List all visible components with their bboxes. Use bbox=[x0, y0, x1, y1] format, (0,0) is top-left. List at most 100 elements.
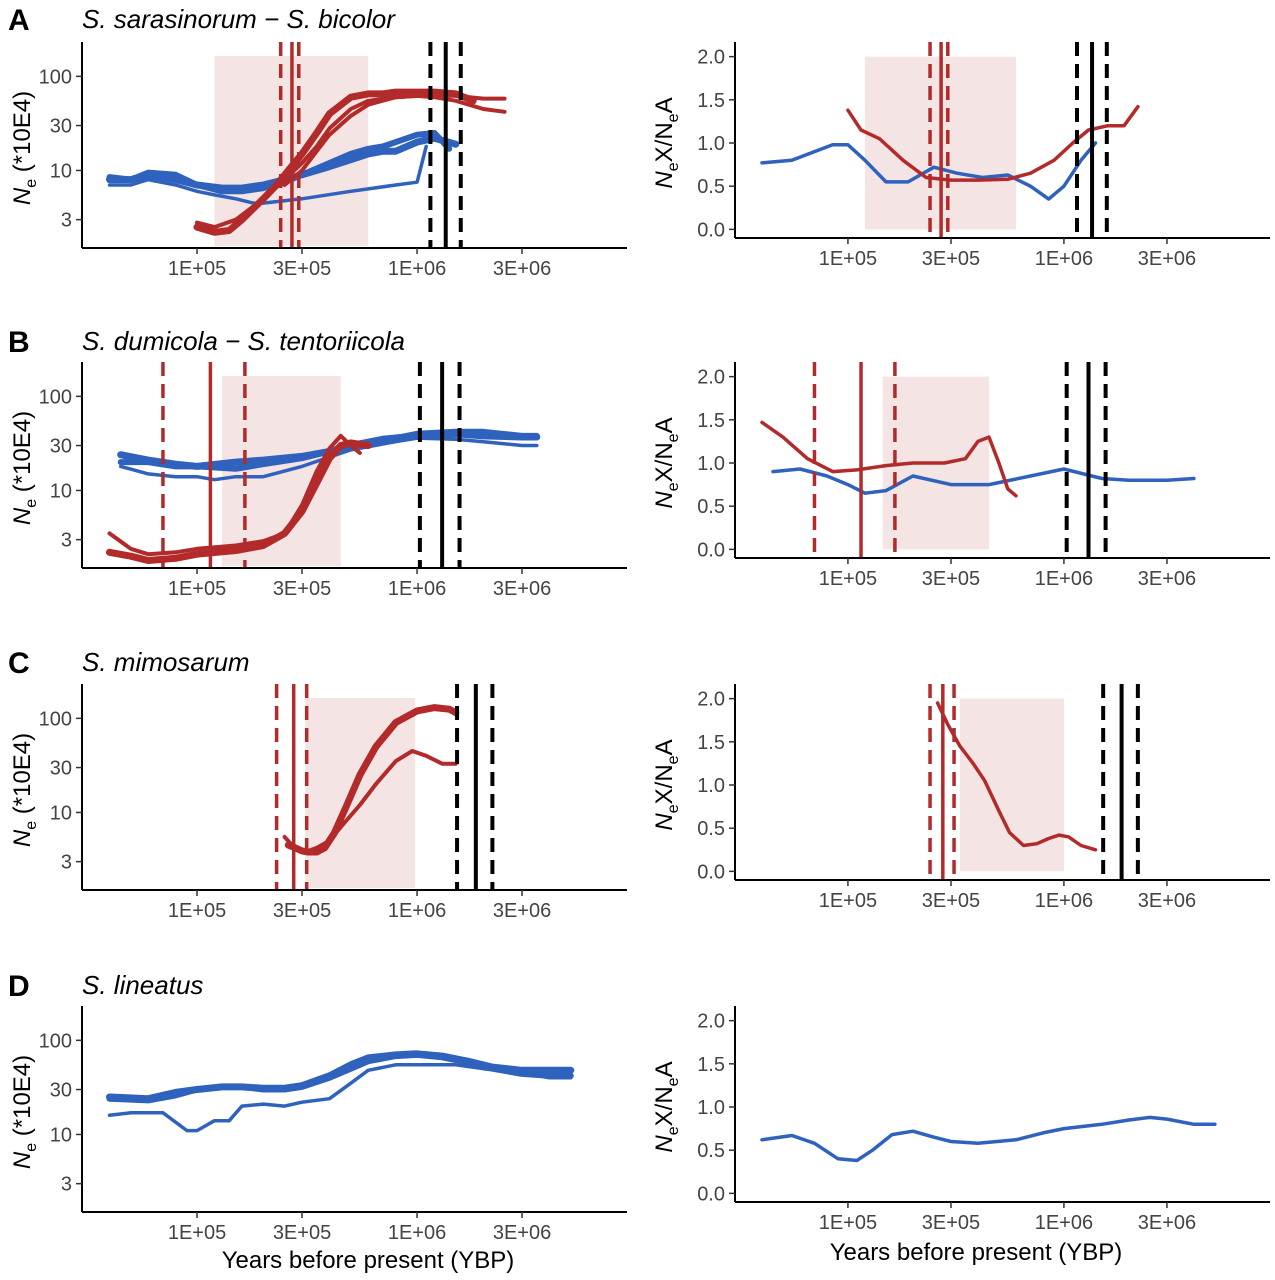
y-tick-label: 1.0 bbox=[697, 775, 725, 797]
y-tick-label: 0.0 bbox=[697, 539, 725, 561]
panel-title-c: S. mimosarum bbox=[82, 647, 250, 677]
panel-title-d: S. lineatus bbox=[82, 970, 203, 1000]
series-line-red-0 bbox=[935, 701, 1098, 852]
y-tick-label: 1.5 bbox=[697, 410, 725, 432]
x-tick-label: 1E+05 bbox=[819, 248, 877, 270]
x-tick-label: 3E+06 bbox=[1138, 248, 1196, 270]
y-tick-label: 1.5 bbox=[697, 1054, 725, 1076]
x-tick-label: 3E+05 bbox=[273, 578, 331, 600]
series-line-red-1 bbox=[760, 420, 1018, 498]
y-tick-label: 2.0 bbox=[697, 1011, 725, 1033]
x-tick-label: 3E+05 bbox=[922, 1212, 980, 1234]
y-tick-label: 0.0 bbox=[697, 219, 725, 241]
y-axis-title-ne: Ne (*10E4) bbox=[9, 1055, 40, 1169]
x-tick-label: 1E+05 bbox=[168, 900, 226, 922]
x-tick-label: 3E+05 bbox=[273, 258, 331, 280]
x-tick-label: 3E+06 bbox=[493, 578, 551, 600]
series-line-blue-2 bbox=[107, 1063, 573, 1133]
x-tick-label: 3E+06 bbox=[493, 1222, 551, 1244]
ne-plot-b: 1E+05 3E+05 1E+06 3E+06 3 10 30 100 Ne (*10E4) bbox=[9, 362, 627, 600]
y-tick-label: 10 bbox=[50, 1124, 72, 1146]
series-line-blue-2 bbox=[118, 436, 539, 482]
series-line-blue-0 bbox=[760, 141, 1098, 201]
x-tick-label: 3E+05 bbox=[273, 900, 331, 922]
y-tick-label: 1.0 bbox=[697, 133, 725, 155]
y-tick-label: 3 bbox=[61, 210, 72, 232]
y-tick-label: 0.0 bbox=[697, 1183, 725, 1205]
x-tick-label: 1E+05 bbox=[819, 890, 877, 912]
y-axis-title-ne: Ne (*10E4) bbox=[9, 411, 40, 525]
x-tick-label: 1E+06 bbox=[388, 258, 446, 280]
y-tick-label: 1.0 bbox=[697, 453, 725, 475]
y-tick-label: 1.5 bbox=[697, 90, 725, 112]
series-line-red-4 bbox=[107, 433, 362, 557]
y-tick-label: 0.5 bbox=[697, 496, 725, 518]
x-tick-label: 3E+06 bbox=[1138, 890, 1196, 912]
ratio-plot-a: 1E+05 3E+05 1E+06 3E+06 0.0 0.5 1.0 1.5 2.0 NeX/N… bbox=[651, 42, 1270, 270]
series-line-blue-1 bbox=[106, 1051, 574, 1104]
y-tick-label: 0.0 bbox=[697, 861, 725, 883]
y-tick-label: 1.5 bbox=[697, 732, 725, 754]
x-tick-label: 3E+06 bbox=[1138, 568, 1196, 590]
y-tick-label: 2.0 bbox=[697, 689, 725, 711]
y-tick-label: 3 bbox=[61, 530, 72, 552]
x-tick-label: 3E+05 bbox=[273, 1222, 331, 1244]
y-tick-label: 1.0 bbox=[697, 1097, 725, 1119]
ratio-plot-b: 1E+05 3E+05 1E+06 3E+06 0.0 0.5 1.0 1.5 2.0 NeX/N… bbox=[651, 362, 1270, 590]
y-axis-title-ne: Ne (*10E4) bbox=[9, 91, 40, 205]
y-tick-label: 100 bbox=[39, 386, 72, 408]
y-axis-title-ratio: NeX/NeA bbox=[651, 97, 682, 188]
x-tick-label: 1E+06 bbox=[1035, 248, 1093, 270]
x-axis-title-left: Years before present (YBP) bbox=[222, 1247, 515, 1274]
y-tick-label: 30 bbox=[50, 758, 72, 780]
y-tick-label: 0.5 bbox=[697, 1140, 725, 1162]
series-line-red-1 bbox=[282, 749, 458, 854]
x-tick-label: 1E+05 bbox=[168, 1222, 226, 1244]
x-tick-label: 1E+05 bbox=[168, 258, 226, 280]
y-tick-label: 30 bbox=[50, 1080, 72, 1102]
y-tick-label: 10 bbox=[50, 480, 72, 502]
series-line-blue-2 bbox=[107, 144, 428, 205]
y-tick-label: 10 bbox=[50, 160, 72, 182]
x-tick-label: 3E+06 bbox=[493, 258, 551, 280]
x-tick-label: 1E+06 bbox=[388, 900, 446, 922]
y-tick-label: 3 bbox=[61, 1174, 72, 1196]
panel-title-a: S. sarasinorum − S. bicolor bbox=[82, 4, 396, 34]
y-tick-label: 0.5 bbox=[697, 818, 725, 840]
y-axis-title-ne: Ne (*10E4) bbox=[9, 733, 40, 847]
x-tick-label: 1E+06 bbox=[1035, 1212, 1093, 1234]
panel-letter-c: C bbox=[8, 647, 30, 680]
x-tick-label: 3E+05 bbox=[922, 568, 980, 590]
series-line-red-1 bbox=[846, 104, 1140, 182]
y-tick-label: 100 bbox=[39, 66, 72, 88]
series-line-red-3 bbox=[106, 439, 372, 564]
y-tick-label: 2.0 bbox=[697, 367, 725, 389]
y-tick-label: 30 bbox=[50, 436, 72, 458]
x-tick-label: 1E+05 bbox=[168, 578, 226, 600]
y-tick-label: 0.5 bbox=[697, 176, 725, 198]
x-tick-label: 3E+05 bbox=[922, 890, 980, 912]
y-tick-label: 30 bbox=[50, 116, 72, 138]
x-tick-label: 3E+06 bbox=[1138, 1212, 1196, 1234]
y-axis-title-ratio: NeX/NeA bbox=[651, 1061, 682, 1152]
y-axis-title-ratio: NeX/NeA bbox=[651, 417, 682, 508]
panel-letter-b: B bbox=[8, 326, 30, 359]
ratio-plot-d: 1E+05 3E+05 1E+06 3E+06 0.0 0.5 1.0 1.5 2.0 NeX/N… bbox=[651, 1006, 1270, 1234]
x-axis-title-right: Years before present (YBP) bbox=[830, 1239, 1123, 1266]
ratio-plot-c: 1E+05 3E+05 1E+06 3E+06 0.0 0.5 1.0 1.5 2.0 NeX/N… bbox=[651, 684, 1270, 912]
panel-letter-d: D bbox=[8, 970, 30, 1003]
series-line-blue-0 bbox=[760, 1115, 1217, 1163]
ne-plot-d: 1E+05 3E+05 1E+06 3E+06 3 10 30 100 Ne (*10E4) bbox=[9, 1006, 627, 1244]
x-tick-label: 1E+06 bbox=[388, 578, 446, 600]
series-line-blue-0 bbox=[771, 467, 1196, 495]
y-axis-title-ratio: NeX/NeA bbox=[651, 739, 682, 830]
y-tick-label: 100 bbox=[39, 1030, 72, 1052]
x-tick-label: 1E+05 bbox=[819, 568, 877, 590]
shaded-interval bbox=[959, 698, 1064, 872]
x-tick-label: 3E+05 bbox=[922, 248, 980, 270]
x-tick-label: 3E+06 bbox=[493, 900, 551, 922]
panel-letter-a: A bbox=[8, 4, 30, 37]
ne-plot-c: 1E+05 3E+05 1E+06 3E+06 3 10 30 100 Ne (*10E4) bbox=[9, 684, 627, 922]
x-tick-label: 1E+05 bbox=[819, 1212, 877, 1234]
